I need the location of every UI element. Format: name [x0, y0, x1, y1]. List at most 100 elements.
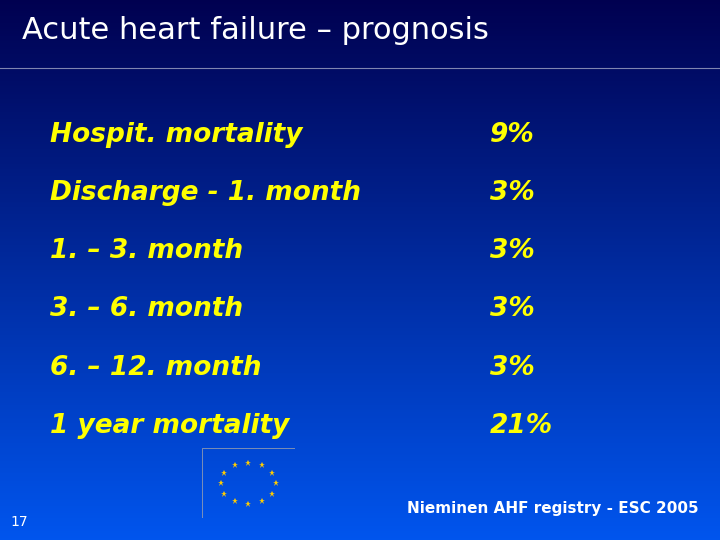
- Bar: [0, 436, 720, 437]
- Bar: [0, 328, 720, 329]
- Bar: [0, 15, 720, 16]
- Bar: [0, 178, 720, 180]
- Bar: [0, 265, 720, 266]
- Bar: [0, 454, 720, 455]
- Text: Acute heart failure – prognosis: Acute heart failure – prognosis: [22, 16, 488, 45]
- Bar: [0, 491, 720, 493]
- Bar: [0, 349, 720, 351]
- Bar: [0, 396, 720, 398]
- Bar: [0, 58, 720, 59]
- Bar: [0, 139, 720, 140]
- Bar: [0, 228, 720, 231]
- Bar: [0, 448, 720, 450]
- Bar: [0, 119, 720, 120]
- Bar: [0, 27, 720, 29]
- Bar: [0, 133, 720, 135]
- Bar: [0, 162, 720, 164]
- Bar: [0, 39, 720, 42]
- Bar: [0, 225, 720, 227]
- Bar: [0, 216, 720, 218]
- Bar: [0, 258, 720, 259]
- Bar: [0, 461, 720, 463]
- Bar: [0, 387, 720, 389]
- Bar: [0, 266, 720, 268]
- Text: Nieminen AHF registry - ESC 2005: Nieminen AHF registry - ESC 2005: [407, 501, 698, 516]
- Bar: [0, 32, 720, 34]
- Bar: [0, 169, 720, 171]
- Bar: [0, 171, 720, 173]
- Bar: [0, 158, 720, 160]
- Bar: [0, 85, 720, 86]
- Bar: [0, 234, 720, 236]
- Bar: [0, 484, 720, 486]
- Bar: [0, 231, 720, 232]
- Bar: [0, 482, 720, 484]
- Bar: [0, 529, 720, 531]
- Bar: [0, 477, 720, 479]
- Bar: [0, 358, 720, 360]
- Bar: [0, 282, 720, 285]
- Bar: [0, 96, 720, 97]
- Bar: [0, 150, 720, 151]
- Bar: [0, 20, 720, 22]
- Bar: [0, 223, 720, 225]
- Bar: [0, 204, 720, 205]
- Bar: [0, 430, 720, 432]
- Bar: [0, 471, 720, 474]
- Bar: [0, 290, 720, 292]
- Bar: [0, 320, 720, 322]
- Bar: [0, 306, 720, 308]
- Bar: [0, 42, 720, 43]
- Bar: [0, 209, 720, 211]
- Bar: [0, 79, 720, 81]
- Bar: [0, 508, 720, 509]
- Bar: [0, 324, 720, 326]
- Bar: [0, 198, 720, 200]
- Bar: [0, 498, 720, 501]
- Bar: [0, 185, 720, 187]
- Bar: [0, 5, 720, 7]
- Bar: [0, 285, 720, 286]
- Bar: [0, 245, 720, 247]
- Bar: [0, 56, 720, 58]
- Bar: [0, 272, 720, 274]
- Bar: [0, 254, 720, 255]
- Bar: [0, 299, 720, 301]
- Bar: [0, 120, 720, 123]
- Bar: [0, 293, 720, 295]
- Bar: [0, 184, 720, 185]
- Bar: [0, 45, 720, 47]
- Bar: [0, 455, 720, 457]
- Bar: [0, 47, 720, 49]
- Bar: [0, 140, 720, 142]
- Bar: [0, 61, 720, 63]
- Bar: [0, 450, 720, 452]
- Bar: [0, 416, 720, 417]
- Bar: [0, 227, 720, 228]
- Bar: [0, 88, 720, 90]
- Text: 3. – 6. month: 3. – 6. month: [50, 296, 243, 322]
- Bar: [0, 252, 720, 254]
- Bar: [0, 513, 720, 515]
- Bar: [0, 333, 720, 335]
- Bar: [0, 371, 720, 373]
- Bar: [0, 173, 720, 174]
- Bar: [0, 92, 720, 93]
- Bar: [0, 65, 720, 66]
- Bar: [0, 302, 720, 304]
- Bar: [0, 108, 720, 110]
- Bar: [0, 403, 720, 405]
- Text: 1 year mortality: 1 year mortality: [50, 413, 289, 439]
- Bar: [0, 36, 720, 38]
- Bar: [0, 74, 720, 76]
- Bar: [0, 277, 720, 279]
- Bar: [0, 331, 720, 333]
- Bar: [0, 76, 720, 77]
- Bar: [0, 490, 720, 491]
- Bar: [0, 374, 720, 376]
- Bar: [0, 146, 720, 147]
- Bar: [0, 274, 720, 275]
- Bar: [0, 236, 720, 238]
- Bar: [0, 351, 720, 353]
- Bar: [0, 434, 720, 436]
